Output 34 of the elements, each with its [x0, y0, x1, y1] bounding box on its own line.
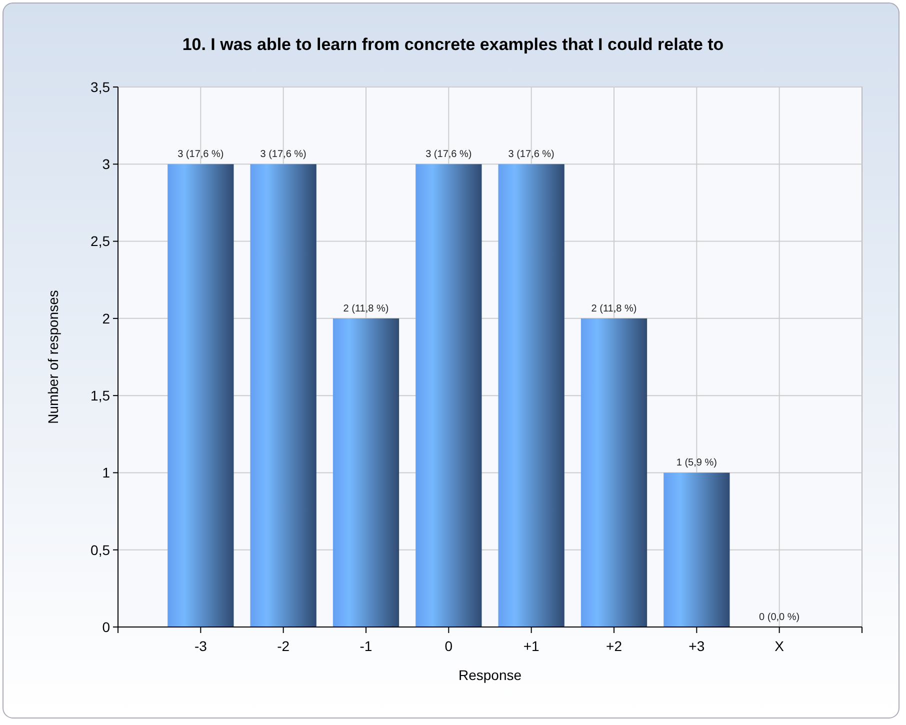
bar — [250, 164, 316, 627]
x-tick-label: -3 — [194, 638, 208, 654]
y-tick-label: 3 — [102, 156, 110, 172]
bar — [332, 318, 400, 627]
bar — [664, 472, 730, 627]
y-tick-label: 3,5 — [90, 78, 110, 95]
data-label: 3 (17,6 %) — [260, 149, 306, 160]
x-tick-label: -1 — [360, 638, 372, 654]
chart-title: 10. I was able to learn from concrete examples that I could relate to — [182, 35, 724, 54]
bar — [168, 164, 234, 627]
x-tick-label: 0 — [444, 638, 453, 654]
y-tick-label: 0,5 — [90, 542, 110, 558]
y-tick-label: 0 — [102, 618, 110, 635]
x-tick-label: -2 — [277, 638, 290, 654]
data-label: 2 (11,8 %) — [591, 303, 637, 314]
x-tick-label: +3 — [688, 638, 705, 654]
x-axis-title: Response — [458, 667, 522, 683]
bar — [498, 164, 564, 627]
x-tick-label: X — [774, 638, 785, 654]
data-label: 1 (5,9 %) — [676, 458, 717, 469]
data-label: 3 (17,6 %) — [508, 149, 554, 160]
data-label: 3 (17,6 %) — [426, 149, 472, 160]
y-tick-label: 2 — [102, 310, 110, 326]
y-tick-label: 1,5 — [90, 387, 110, 404]
data-label: 2 (11,8 %) — [343, 303, 389, 314]
bar — [416, 164, 482, 627]
x-tick-label: +2 — [606, 638, 622, 654]
bar — [580, 318, 648, 627]
y-tick-label: 2,5 — [90, 233, 110, 250]
x-tick-label: +1 — [523, 638, 540, 654]
data-label: 0 (0,0 %) — [759, 612, 800, 623]
y-axis-title: Number of responses — [45, 290, 61, 424]
y-tick-label: 1 — [102, 464, 110, 481]
data-label: 3 (17,6 %) — [178, 149, 224, 160]
